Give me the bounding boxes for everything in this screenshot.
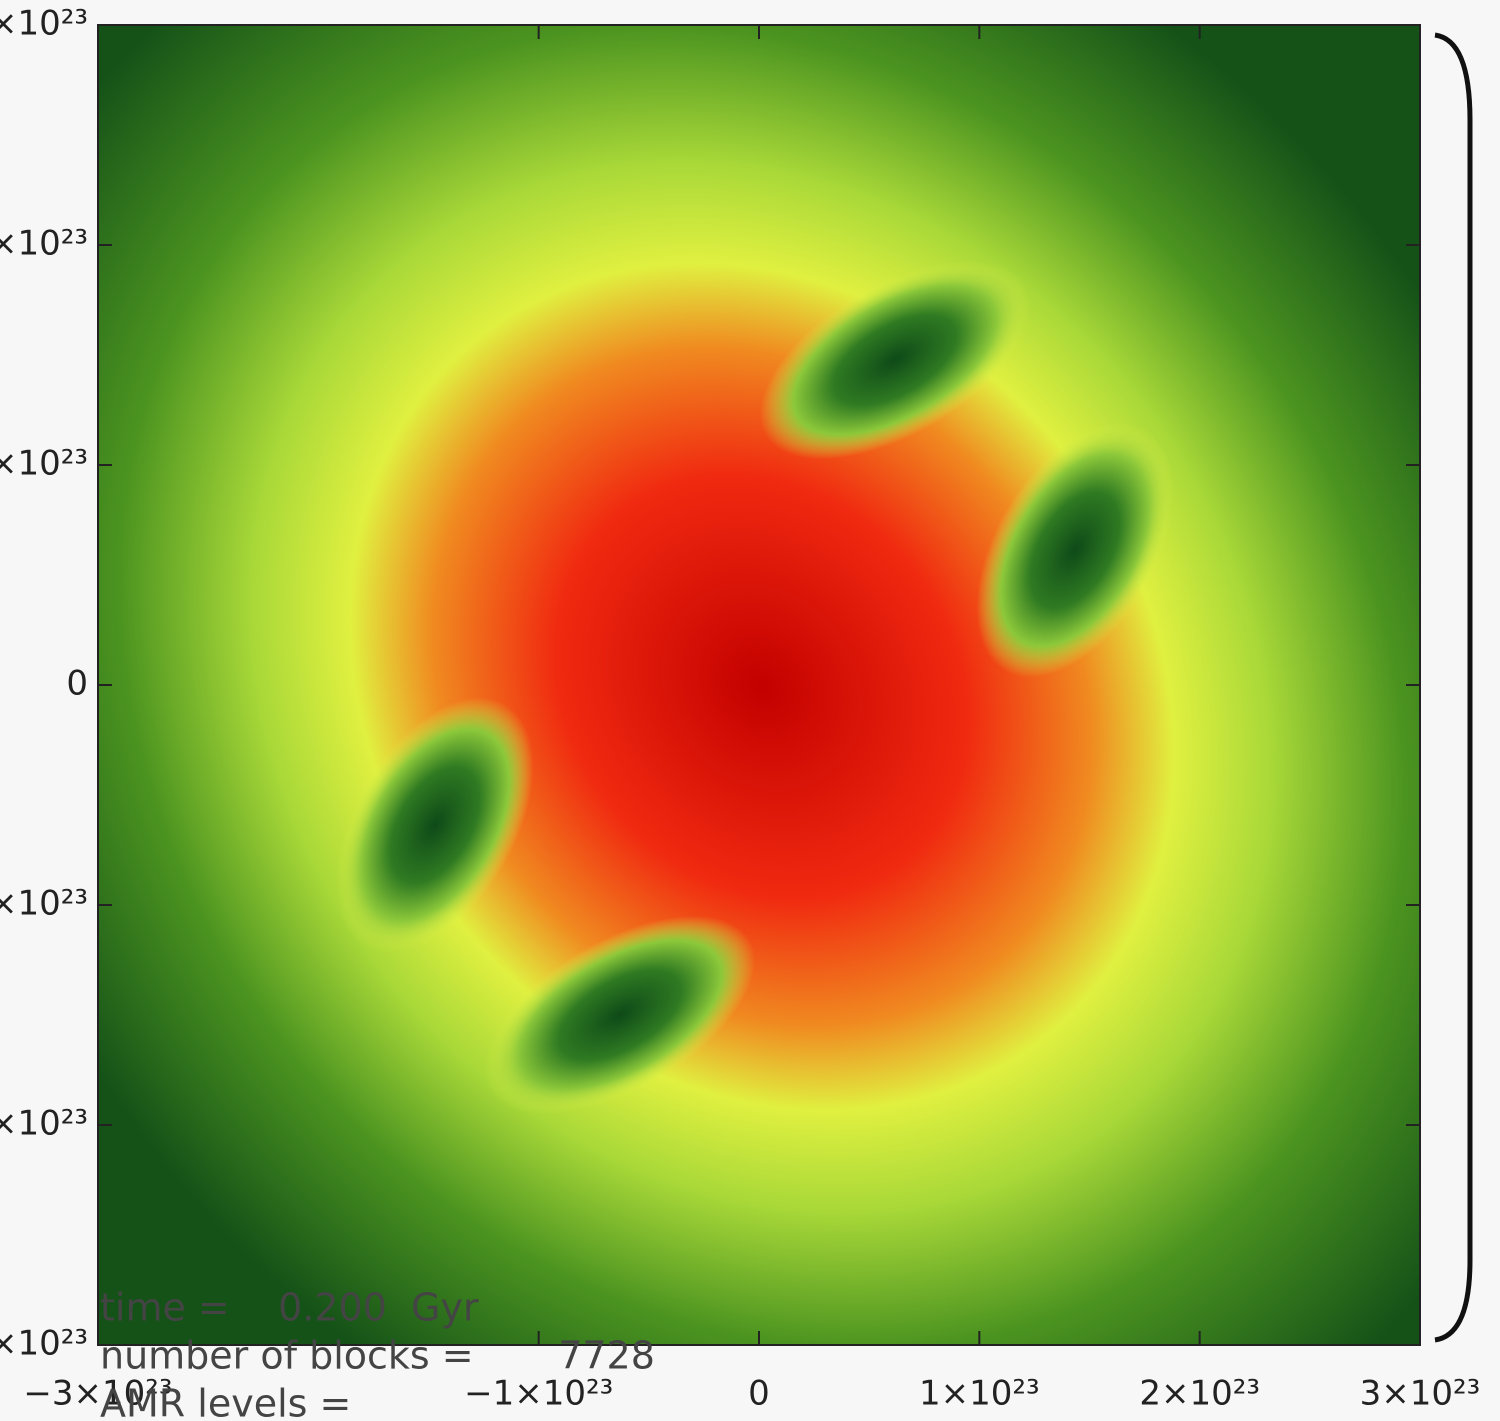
y-tick-label: −1×10²³ bbox=[0, 884, 88, 924]
annotation: AMR levels = bbox=[100, 1382, 351, 1421]
y-tick-label: 0 bbox=[66, 664, 88, 704]
x-tick-label: 1×10²³ bbox=[919, 1374, 1040, 1414]
y-tick-label: 1×10²³ bbox=[0, 444, 88, 484]
annotation: number of blocks = 7728 bbox=[100, 1334, 655, 1378]
chart: −3×10²³−1×10²³01×10²³2×10²³3×10²³−3×10²³… bbox=[0, 0, 1500, 1421]
x-tick-label: 2×10²³ bbox=[1139, 1374, 1260, 1414]
x-tick-label: 0 bbox=[748, 1374, 770, 1414]
annotation: time = 0.200 Gyr bbox=[100, 1286, 479, 1330]
colorbar-edge bbox=[1435, 35, 1470, 1340]
y-tick-label: −3×10²³ bbox=[0, 1324, 88, 1364]
y-tick-label: −2×10²³ bbox=[0, 1104, 88, 1144]
y-tick-label: 2×10²³ bbox=[0, 224, 88, 264]
y-tick-label: 3×10²³ bbox=[0, 4, 88, 44]
plot-image bbox=[98, 25, 1420, 1345]
x-tick-label: 3×10²³ bbox=[1360, 1374, 1481, 1414]
x-tick-label: −1×10²³ bbox=[464, 1374, 613, 1414]
